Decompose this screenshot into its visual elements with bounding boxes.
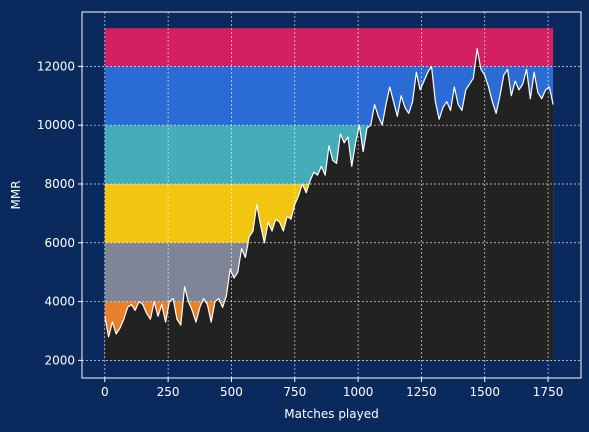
y-tick-label: 6000	[44, 236, 75, 250]
y-tick-label: 4000	[44, 295, 75, 309]
x-axis-label: Matches played	[284, 407, 378, 421]
mmr-area	[104, 48, 554, 361]
x-tick-label: 1750	[533, 385, 564, 399]
x-tick-label: 0	[101, 385, 109, 399]
x-tick-label: 1000	[343, 385, 374, 399]
y-tick-label: 12000	[37, 59, 75, 73]
y-tick-label: 10000	[37, 118, 75, 132]
y-tick-label: 2000	[44, 353, 75, 367]
x-tick-label: 500	[220, 385, 243, 399]
mmr-series-line	[104, 48, 554, 338]
y-axis-ticks: 2000 4000 6000 8000 10000 12000	[37, 59, 82, 367]
x-axis-ticks: 0 250 500 750 1000 1250 1500 1750	[101, 378, 563, 399]
grid-lines	[82, 12, 581, 378]
y-axis-label: MMR	[9, 180, 23, 209]
plot-frame	[81, 11, 582, 379]
x-tick-label: 1250	[406, 385, 437, 399]
x-tick-label: 1500	[469, 385, 500, 399]
x-tick-label: 250	[157, 385, 180, 399]
y-tick-label: 8000	[44, 177, 75, 191]
mmr-area-fill	[104, 48, 554, 361]
x-tick-label: 750	[283, 385, 306, 399]
mmr-line	[104, 48, 554, 338]
rank-band-5	[104, 28, 554, 67]
